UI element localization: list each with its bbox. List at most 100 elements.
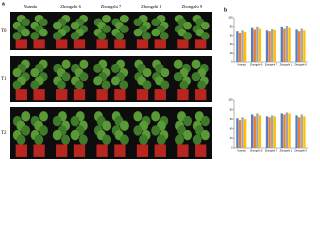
foliage [56,80,66,90]
y-tick-label: 80 [230,108,233,111]
page: {"panel_labels": ["a", "b"], "photo": {"… [1,1,308,159]
foliage [52,115,62,127]
bar [241,117,244,148]
foliage [30,67,40,78]
foliage [16,134,26,145]
foliage [191,72,201,82]
y-tick-label: 0 [231,61,233,64]
foliage [173,59,183,69]
foliage [52,129,62,141]
foliage [53,32,62,40]
pot [33,89,45,101]
bar [268,31,271,62]
pot [177,144,189,157]
bar [285,25,289,63]
pot [136,144,149,157]
pot [96,89,108,101]
foliage [156,134,166,145]
bar [300,28,303,63]
foliage [102,15,111,23]
bar [298,117,301,148]
foliage [197,80,207,90]
x-tick-label: Zhongzhi 1 [280,64,293,67]
bar [280,113,283,148]
bar [298,31,301,62]
foliage [200,129,210,141]
foliage [34,134,44,145]
x-tick-label: Yuanda [237,150,246,153]
bar [273,29,276,63]
pot [154,89,166,101]
foliage [93,63,103,74]
foliage [97,32,107,40]
row-label: T0 [1,29,7,34]
y-tick-label: 60 [230,118,233,121]
foliage [38,18,48,27]
foliage [159,32,169,40]
x-tick-label: Zhongzhi 9 [294,64,307,67]
bar [238,120,242,148]
x-tick-label: Yuanda [237,64,246,67]
foliage [175,134,184,145]
pot [195,89,207,101]
bar [295,115,298,148]
y-tick-label: 100 [228,17,233,20]
foliage [39,111,48,122]
foliage [142,80,152,90]
foliage [151,18,161,27]
foliage [70,21,80,30]
foliage [74,80,84,90]
foliage [21,28,30,37]
pot [136,89,149,101]
x-tick-label: Zhongzhi 9 [294,150,307,153]
column-label: Yuanda [23,4,37,9]
panel-label: b [224,7,227,13]
foliage [119,80,129,90]
row-label: T1 [1,77,7,82]
foliage [200,32,210,40]
x-tick-label: Zhongzhi 1 [280,150,293,153]
foliage [133,18,143,27]
bar [253,29,256,62]
pot [177,39,189,49]
bar [303,30,306,62]
foliage [151,28,161,37]
foliage [21,111,31,122]
bar [243,119,247,148]
bar [268,117,271,148]
bar [271,115,274,148]
bar [241,30,244,62]
foliage [133,28,143,37]
foliage [61,134,71,145]
bar [288,113,291,148]
bar [300,114,303,148]
foliage [183,129,193,141]
foliage [139,134,148,145]
pot [15,89,27,101]
x-tick-label: Zhongzhi 7 [265,64,278,67]
pot [56,39,68,49]
foliage [12,80,22,90]
y-tick-label: 0 [231,147,233,150]
pot [114,39,126,49]
bar [280,26,283,62]
x-tick-label: Zhongzhi 6 [250,150,263,153]
bar [258,28,262,63]
foliage [101,80,111,90]
y-tick-label: 40 [230,127,233,130]
pot [73,89,86,101]
bar [236,118,239,148]
foliage [141,32,151,40]
foliage [93,76,103,86]
foliage [12,67,22,78]
foliage [191,59,201,69]
foliage [102,134,112,145]
foliage [192,134,202,145]
pot [177,89,189,101]
bar [273,116,276,148]
foliage [110,76,120,86]
pot [114,89,126,101]
x-tick-label: Zhongzhi 6 [250,64,263,67]
foliage [179,80,189,90]
foliage [39,125,48,136]
